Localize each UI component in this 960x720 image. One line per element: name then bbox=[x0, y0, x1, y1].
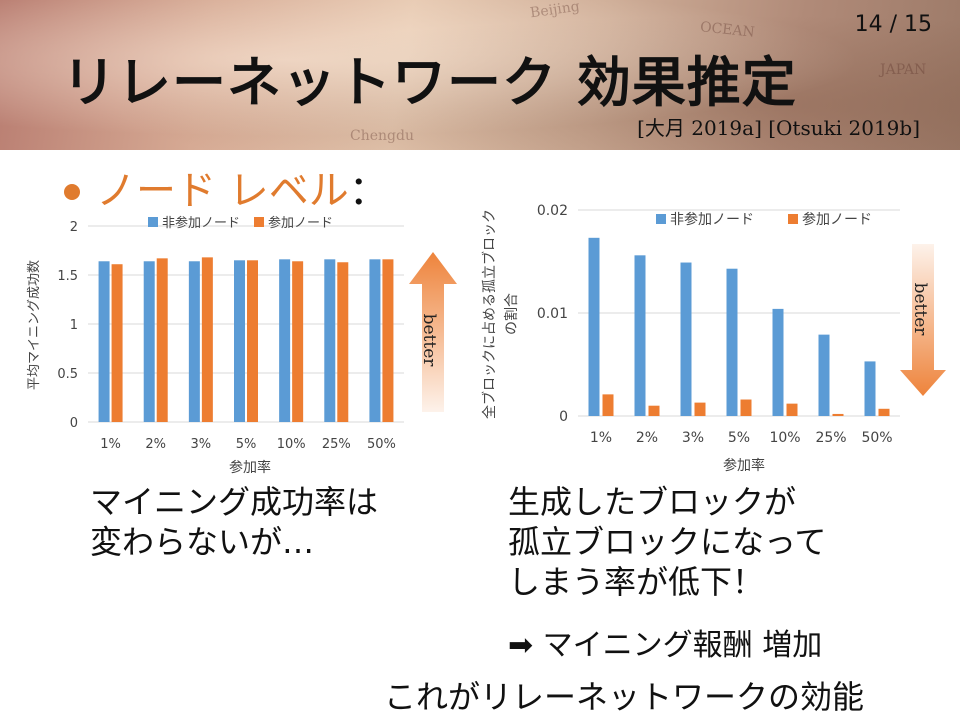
better-label: better bbox=[419, 314, 439, 368]
legend-label-non-participating: 非参加ノード bbox=[670, 211, 754, 228]
bar-participating-3pct bbox=[694, 402, 706, 416]
x-tick-label: 5% bbox=[728, 430, 750, 446]
gridlines bbox=[88, 225, 404, 423]
better-up-arrow-icon: better bbox=[409, 252, 457, 412]
bar-participating-1pct bbox=[111, 264, 123, 422]
y-tick-label: 2 bbox=[70, 220, 78, 235]
map-label: JAPAN bbox=[880, 62, 927, 78]
bar-non-participating-25pct bbox=[818, 334, 830, 416]
y-ticks: 0 0.5 1 1.5 2 bbox=[57, 220, 78, 431]
y-tick-label: 0.01 bbox=[537, 306, 568, 322]
x-tick-label: 1% bbox=[590, 430, 612, 446]
better-label: better bbox=[910, 283, 930, 337]
map-label: Beijing bbox=[529, 0, 581, 22]
page-title: リレーネットワーク 効果推定 bbox=[62, 51, 797, 114]
bar-non-participating-2pct bbox=[143, 261, 155, 422]
x-axis-label: 参加率 bbox=[723, 457, 765, 474]
chart-orphan-rate: 0 0.01 0.02 1% 2% 3% 5% 10% 25% 50% 非参加ノード 参加ノード… bbox=[481, 203, 946, 474]
right-caption-line: 孤立ブロックになって bbox=[508, 523, 827, 561]
gridlines bbox=[578, 209, 900, 417]
legend-swatch-participating bbox=[254, 217, 264, 227]
x-tick-label: 25% bbox=[322, 437, 351, 452]
legend-label-participating: 参加ノード bbox=[268, 215, 333, 231]
bar-participating-25pct bbox=[337, 262, 349, 422]
x-tick-label: 2% bbox=[636, 430, 658, 446]
better-down-arrow-icon: better bbox=[900, 244, 946, 396]
bars bbox=[98, 257, 394, 422]
left-caption-line: マイニング成功率は bbox=[90, 483, 379, 521]
map-label: Chengdu bbox=[350, 128, 414, 144]
bar-participating-5pct bbox=[740, 399, 752, 416]
x-ticks: 1% 2% 3% 5% 10% 25% 50% bbox=[100, 437, 396, 452]
bars bbox=[588, 237, 890, 416]
bar-non-participating-3pct bbox=[680, 262, 692, 416]
bar-participating-3pct bbox=[201, 257, 213, 422]
bar-non-participating-3pct bbox=[188, 261, 200, 422]
legend: 非参加ノード 参加ノード bbox=[656, 211, 872, 228]
y-axis-label-line-2: の割合 bbox=[503, 293, 520, 335]
bar-non-participating-1pct bbox=[588, 237, 600, 416]
legend-label-participating: 参加ノード bbox=[802, 211, 872, 228]
bar-non-participating-50pct bbox=[369, 259, 381, 422]
bar-participating-5pct bbox=[247, 260, 258, 422]
y-tick-label: 0 bbox=[70, 416, 78, 431]
citation: [大月 2019a] [Otsuki 2019b] bbox=[637, 116, 920, 140]
y-tick-label: 0 bbox=[559, 409, 568, 425]
x-tick-label: 3% bbox=[682, 430, 704, 446]
x-tick-label: 3% bbox=[191, 437, 212, 452]
y-tick-label: 1.5 bbox=[57, 269, 78, 284]
y-tick-label: 1 bbox=[70, 318, 78, 333]
bar-non-participating-5pct bbox=[726, 268, 738, 416]
x-tick-label: 5% bbox=[236, 437, 257, 452]
x-tick-label: 50% bbox=[861, 430, 892, 446]
legend: 非参加ノード 参加ノード bbox=[148, 215, 333, 231]
bar-participating-25pct bbox=[832, 413, 844, 416]
x-tick-label: 1% bbox=[100, 437, 121, 452]
y-axis-label: 平均マイニング成功数 bbox=[27, 260, 42, 390]
x-tick-label: 10% bbox=[277, 437, 306, 452]
y-ticks: 0 0.01 0.02 bbox=[537, 203, 568, 425]
bar-participating-1pct bbox=[602, 394, 614, 416]
bullet-dot-icon bbox=[64, 184, 80, 200]
legend-swatch-non-participating bbox=[656, 214, 666, 224]
left-caption: マイニング成功率は 変わらないが… bbox=[90, 482, 378, 562]
y-axis-label-line-1: 全ブロックに占める孤立ブロック bbox=[481, 209, 498, 419]
bar-non-participating-1pct bbox=[98, 261, 110, 422]
reward-increase-line: ➡ マイニング報酬 増加 bbox=[508, 628, 823, 663]
bar-non-participating-2pct bbox=[634, 255, 646, 416]
legend-label-non-participating: 非参加ノード bbox=[162, 215, 240, 231]
bullet-heading: ノード レベル： bbox=[96, 158, 389, 216]
bar-non-participating-50pct bbox=[864, 361, 876, 416]
left-caption-line: 変わらないが… bbox=[90, 523, 315, 561]
right-caption-line: 生成したブロックが bbox=[508, 483, 797, 521]
x-axis-label: 参加率 bbox=[229, 459, 271, 476]
x-tick-label: 2% bbox=[145, 437, 166, 452]
y-tick-label: 0.5 bbox=[57, 367, 78, 382]
bar-participating-2pct bbox=[156, 258, 168, 422]
bar-participating-50pct bbox=[878, 408, 890, 416]
legend-swatch-non-participating bbox=[148, 217, 158, 227]
bar-participating-10pct bbox=[292, 261, 304, 422]
right-caption-line: しまう率が低下！ bbox=[508, 563, 765, 601]
legend-swatch-participating bbox=[788, 214, 798, 224]
x-tick-label: 50% bbox=[367, 437, 396, 452]
bar-non-participating-5pct bbox=[234, 260, 245, 422]
x-tick-label: 10% bbox=[769, 430, 800, 446]
chart-mining-success: 0 0.5 1 1.5 2 1% 2% 3% 5% 10% 25% 50% 非参加ノード 参加ノード… bbox=[27, 215, 457, 476]
x-tick-label: 25% bbox=[815, 430, 846, 446]
bar-participating-10pct bbox=[786, 403, 798, 416]
bar-participating-2pct bbox=[648, 405, 660, 416]
page-number: 14 / 15 bbox=[854, 12, 932, 37]
x-ticks: 1% 2% 3% 5% 10% 25% 50% bbox=[590, 430, 893, 446]
y-tick-label: 0.02 bbox=[537, 203, 568, 219]
right-caption: 生成したブロックが 孤立ブロックになって しまう率が低下！ bbox=[508, 482, 826, 602]
conclusion-text: これがリレーネットワークの効能 bbox=[384, 678, 865, 716]
bullet-label: ノード レベル bbox=[96, 168, 349, 214]
bar-non-participating-10pct bbox=[279, 259, 291, 422]
bar-non-participating-25pct bbox=[324, 259, 336, 422]
bullet-colon: ： bbox=[348, 168, 389, 214]
bar-non-participating-10pct bbox=[772, 308, 784, 416]
bar-participating-50pct bbox=[382, 259, 394, 422]
header-banner: Beijing JAPAN OCEAN Chengdu 14 / 15 リレーネ… bbox=[0, 0, 960, 150]
